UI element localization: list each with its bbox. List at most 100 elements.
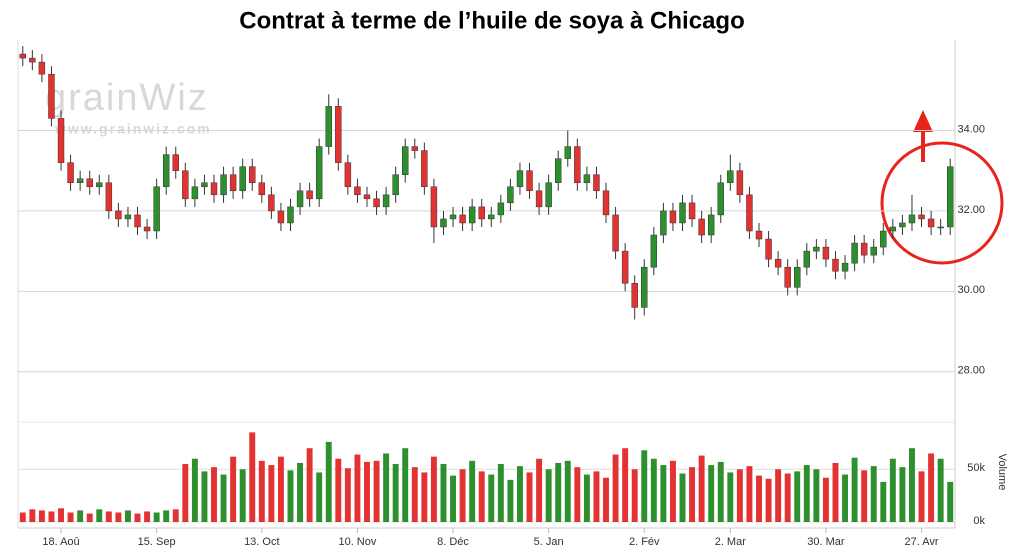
volume-bar [842, 474, 849, 522]
volume-bar [497, 464, 504, 522]
candle-body [813, 246, 820, 252]
volume-bar [918, 471, 925, 522]
candle-body [182, 170, 189, 200]
candle-body [774, 258, 782, 268]
volume-bar [268, 465, 275, 522]
candle-body [698, 218, 705, 236]
candle-body [67, 162, 74, 184]
candle-body [124, 214, 132, 220]
candle-body [76, 178, 84, 184]
volume-bar [96, 509, 103, 522]
volume-tick-label: 0k [973, 515, 985, 527]
candle-body [707, 214, 715, 236]
x-tick-label: 13. Oct [244, 536, 279, 548]
volume-bar [736, 469, 743, 522]
candle-body [105, 182, 113, 212]
volume-bar [669, 460, 676, 522]
candle-body [593, 174, 600, 192]
candle-body [746, 194, 753, 232]
candle-body [927, 218, 935, 228]
candle-body [880, 230, 887, 248]
volume-bar [832, 462, 839, 522]
candle-body [296, 190, 304, 208]
volume-bar [182, 464, 189, 522]
volume-bar [373, 460, 380, 522]
y-tick-label: 28.00 [957, 365, 985, 377]
candle-body [851, 242, 858, 264]
candle-body [736, 170, 744, 196]
volume-bar [144, 511, 151, 522]
candle-body [832, 258, 839, 272]
candle-body [631, 283, 638, 308]
volume-bar [469, 460, 476, 522]
x-tick-label: 27. Avr [905, 536, 939, 548]
volume-bar [708, 465, 715, 522]
volume-bar [38, 510, 45, 522]
volume-bar [115, 512, 122, 522]
volume-bar [383, 453, 390, 522]
candle-body [201, 182, 208, 188]
volume-bar [517, 466, 523, 522]
candle-body [229, 174, 237, 192]
volume-bar [316, 472, 323, 522]
candle-body [899, 222, 906, 228]
candle-body [249, 166, 256, 184]
candle-body [258, 182, 266, 196]
volume-bar [249, 432, 256, 522]
candle-body [564, 146, 571, 159]
candle-body [822, 246, 830, 260]
volume-axis-label: Volume [996, 454, 1008, 491]
volume-bar [48, 511, 55, 522]
candle-body [86, 178, 93, 188]
volume-bar [784, 473, 791, 522]
volume-bar [526, 472, 533, 522]
x-tick-label: 18. Aoû [42, 536, 79, 548]
candle-body [19, 53, 26, 59]
volume-bar [756, 475, 762, 522]
volume-bar [211, 467, 217, 522]
candle-body [277, 210, 285, 224]
volume-bar [794, 471, 801, 522]
candle-body [268, 194, 275, 212]
volume-bar [947, 481, 954, 522]
candle-body [143, 226, 151, 232]
volume-bar [689, 467, 696, 522]
x-tick-label: 2. Mar [715, 536, 747, 548]
candle-body [315, 146, 323, 200]
candle-body [545, 182, 552, 208]
x-tick-label: 10. Nov [338, 536, 376, 548]
candle-body [220, 174, 227, 196]
volume-bar [335, 458, 342, 522]
candle-body [210, 182, 218, 196]
volume-bar [631, 469, 638, 522]
volume-bar [564, 460, 571, 522]
candle-body [392, 174, 399, 196]
volume-bar [765, 478, 772, 522]
volume-bar [297, 462, 304, 522]
volume-bar [660, 465, 667, 522]
volume-bar [459, 469, 466, 522]
volume-bar [803, 465, 810, 522]
x-tick-label: 8. Déc [437, 536, 469, 548]
volume-bar [230, 456, 237, 522]
candle-body [191, 186, 199, 200]
candle-body [363, 194, 371, 200]
arrow-head [913, 110, 933, 132]
candle-body [488, 214, 495, 220]
x-tick-label: 2. Fév [629, 536, 660, 548]
candle-body [373, 198, 380, 208]
volume-bar [239, 469, 246, 522]
volume-bar [488, 474, 495, 522]
candle-body [583, 174, 591, 184]
volume-bar [937, 458, 944, 522]
volume-bar [698, 455, 705, 522]
watermark-url: www.grainwiz.com [54, 121, 212, 137]
volume-bar [258, 460, 265, 522]
volume-bar [364, 461, 370, 522]
volume-bar [679, 473, 686, 522]
candle-body [478, 206, 485, 220]
volume-bar [746, 466, 753, 522]
x-tick-label: 5. Jan [534, 536, 564, 548]
volume-bar [622, 448, 629, 522]
